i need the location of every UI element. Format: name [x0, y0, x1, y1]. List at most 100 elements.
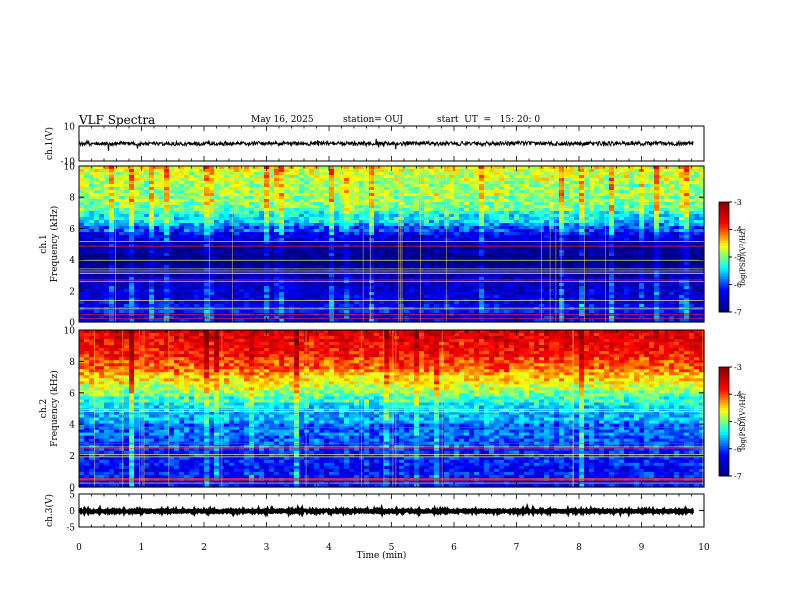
- spectrogram-cell: [504, 172, 510, 176]
- spectrogram-cell: [409, 205, 415, 209]
- spectrogram-cell: [119, 217, 125, 221]
- spectrogram-cell: [484, 211, 490, 215]
- spectrogram-cell: [109, 172, 115, 176]
- station-label: station= OUJ: [343, 115, 404, 125]
- spectrogram-cell: [504, 169, 510, 173]
- spectrogram-cell: [199, 220, 205, 224]
- spectrogram-cell: [519, 229, 525, 233]
- spectrogram-cell: [184, 187, 190, 191]
- spectrogram-cell: [599, 196, 605, 200]
- spectrogram-cell: [204, 175, 210, 179]
- spectrogram-cell: [189, 214, 195, 218]
- spectrogram-cell: [379, 178, 385, 182]
- spectrogram-cell: [184, 217, 190, 221]
- spectrogram-cell: [694, 211, 700, 215]
- spectrogram-cell: [229, 229, 235, 233]
- spectrogram-cell: [254, 172, 260, 176]
- spectrogram-cell: [119, 181, 125, 185]
- spectrogram-cell: [669, 223, 675, 227]
- spectrogram-cell: [204, 193, 210, 197]
- spectrogram-cell: [579, 184, 585, 188]
- spectrogram-cell: [454, 190, 460, 194]
- spectrogram-cell: [634, 214, 640, 218]
- spectrogram-cell: [629, 166, 635, 170]
- spectrogram-cell: [224, 208, 230, 212]
- spectrogram-cell: [79, 190, 85, 194]
- spectrogram-cell: [244, 229, 250, 233]
- spectrogram-cell: [239, 223, 245, 227]
- spectrogram-cell: [594, 205, 600, 209]
- spectrogram-cell: [324, 214, 330, 218]
- spectrogram-cell: [484, 169, 490, 173]
- spectrogram-cell: [199, 178, 205, 182]
- spectrogram-cell: [324, 190, 330, 194]
- spectrogram-cell: [289, 169, 295, 173]
- spectrogram-cell: [129, 175, 135, 179]
- spectrogram-cell: [214, 178, 220, 182]
- spectrogram-cell: [244, 205, 250, 209]
- spectrogram-cell: [244, 214, 250, 218]
- spectrogram-cell: [369, 208, 375, 212]
- spectrogram-cell: [279, 181, 285, 185]
- spectrogram-cell: [104, 214, 110, 218]
- spectrogram-cell: [514, 202, 520, 206]
- spectrogram-cell: [129, 220, 135, 224]
- spectrogram-cell: [159, 226, 165, 230]
- spectrogram-cell: [329, 196, 335, 200]
- spectrogram-cell: [309, 178, 315, 182]
- spectrogram-cell: [579, 208, 585, 212]
- spectrogram-cell: [479, 220, 485, 224]
- spectrogram-cell: [164, 220, 170, 224]
- spectrogram-cell: [574, 175, 580, 179]
- spectrogram-cell: [549, 211, 555, 215]
- spectrogram-cell: [239, 175, 245, 179]
- spectrogram-cell: [179, 178, 185, 182]
- spectrogram-cell: [394, 217, 400, 221]
- spectrogram-cell: [624, 199, 630, 203]
- spectrogram-cell: [294, 181, 300, 185]
- spectrogram-cell: [609, 211, 615, 215]
- spectrogram-cell: [559, 214, 565, 218]
- spectrogram-cell: [334, 214, 340, 218]
- spectrogram-cell: [534, 178, 540, 182]
- spectrogram-cell: [344, 211, 350, 215]
- spectrogram-cell: [209, 175, 215, 179]
- spectrogram-cell: [319, 214, 325, 218]
- spectrogram-cell: [214, 211, 220, 215]
- spectrogram-cell: [294, 229, 300, 233]
- spectrogram-cell: [289, 181, 295, 185]
- spectrogram-cell: [644, 226, 650, 230]
- spectrogram-cell: [649, 223, 655, 227]
- spectrogram-cell: [324, 199, 330, 203]
- spectrogram-cell: [229, 169, 235, 173]
- spectrogram-cell: [129, 226, 135, 230]
- spectrogram-cell: [484, 172, 490, 176]
- spectrogram-cell: [604, 181, 610, 185]
- spectrogram-cell: [659, 217, 665, 221]
- spectrogram-cell: [644, 196, 650, 200]
- spectrogram-cell: [459, 226, 465, 230]
- spectrogram-cell: [164, 226, 170, 230]
- spectrogram-cell: [424, 211, 430, 215]
- spectrogram-cell: [269, 196, 275, 200]
- spectrogram-cell: [104, 232, 110, 236]
- spectrogram-cell: [309, 187, 315, 191]
- spectrogram-cell: [589, 205, 595, 209]
- spectrogram-cell: [559, 229, 565, 233]
- spectrogram-cell: [149, 190, 155, 194]
- spectrogram-cell: [204, 172, 210, 176]
- spectrogram-cell: [179, 199, 185, 203]
- spectrogram-cell: [499, 166, 505, 170]
- spectrogram-cell: [664, 226, 670, 230]
- spectrogram-cell: [269, 193, 275, 197]
- spectrogram-cell: [324, 202, 330, 206]
- spectrogram-cell: [199, 208, 205, 212]
- spectrogram-cell: [234, 208, 240, 212]
- spectrogram-cell: [544, 229, 550, 233]
- spectrogram-cell: [639, 229, 645, 233]
- spectrogram-cell: [404, 184, 410, 188]
- start-time-label: start UT = 15: 20: 0: [437, 115, 541, 125]
- spectrogram-cell: [324, 229, 330, 233]
- spectrogram-cell: [424, 205, 430, 209]
- spectrogram-cell: [684, 211, 690, 215]
